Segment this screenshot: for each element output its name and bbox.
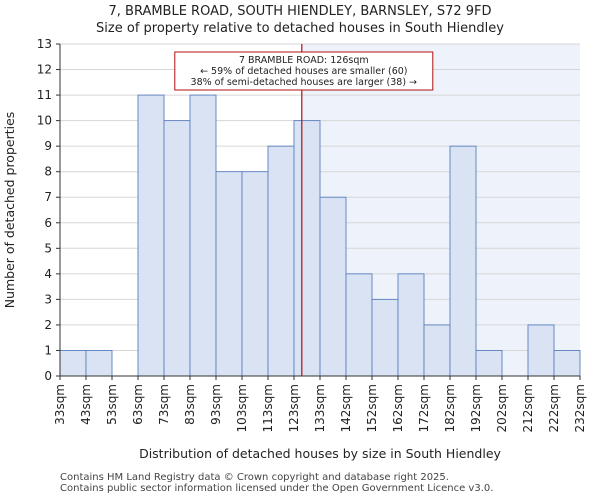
y-tick-label: 11 xyxy=(37,88,52,102)
annotation-line: 7 BRAMBLE ROAD: 126sqm xyxy=(239,55,369,66)
footer: Contains HM Land Registry data © Crown c… xyxy=(60,472,493,494)
y-tick-label: 10 xyxy=(37,114,52,128)
bar xyxy=(59,350,87,377)
bar xyxy=(293,120,321,377)
x-tick-label: 202sqm xyxy=(495,384,509,432)
y-tick-label: 3 xyxy=(44,292,52,306)
x-tick-label: 212sqm xyxy=(521,384,535,432)
chart-subtitle: Size of property relative to detached ho… xyxy=(96,21,504,36)
bar xyxy=(85,350,113,377)
annotation-line: ← 59% of detached houses are smaller (60… xyxy=(200,66,407,77)
annotation-box xyxy=(174,51,434,91)
x-tick-label: 63sqm xyxy=(131,384,145,425)
x-tick-label: 43sqm xyxy=(79,384,93,425)
x-tick-label: 192sqm xyxy=(469,384,483,432)
bar xyxy=(449,145,477,377)
x-tick-label: 113sqm xyxy=(261,384,275,432)
x-tick-label: 172sqm xyxy=(417,384,431,432)
y-tick-label: 12 xyxy=(37,63,52,77)
bar xyxy=(267,145,295,377)
x-tick-label: 83sqm xyxy=(183,384,197,425)
y-tick-label: 8 xyxy=(44,165,52,179)
x-tick-label: 162sqm xyxy=(391,384,405,432)
x-tick-label: 123sqm xyxy=(287,384,301,432)
y-tick-label: 5 xyxy=(44,241,52,255)
footer-line-1: Contains HM Land Registry data © Crown c… xyxy=(60,472,449,483)
bar xyxy=(345,273,373,377)
bar xyxy=(527,324,555,377)
x-tick-label: 93sqm xyxy=(209,384,223,425)
x-tick-label: 152sqm xyxy=(365,384,379,432)
y-tick-label: 4 xyxy=(44,267,52,281)
y-tick-label: 0 xyxy=(44,369,52,383)
x-tick-label: 222sqm xyxy=(547,384,561,432)
chart-title: 7, BRAMBLE ROAD, SOUTH HIENDLEY, BARNSLE… xyxy=(108,4,492,19)
x-tick-label: 182sqm xyxy=(443,384,457,432)
bar xyxy=(215,171,243,377)
bar xyxy=(423,324,451,377)
y-tick-label: 6 xyxy=(44,216,52,230)
x-tick-label: 53sqm xyxy=(105,384,119,425)
x-tick-label: 103sqm xyxy=(235,384,249,432)
bar xyxy=(475,350,503,377)
x-axis-label: Distribution of detached houses by size … xyxy=(139,446,501,461)
y-axis-label: Number of detached properties xyxy=(2,112,17,309)
bar xyxy=(163,120,191,377)
bar xyxy=(189,94,217,377)
bar xyxy=(137,94,165,377)
y-tick-label: 9 xyxy=(44,139,52,153)
x-tick-label: 232sqm xyxy=(573,384,587,432)
y-tick-label: 13 xyxy=(37,37,52,51)
chart-title-block: 7, BRAMBLE ROAD, SOUTH HIENDLEY, BARNSLE… xyxy=(0,3,600,37)
bar xyxy=(371,298,399,377)
y-tick-label: 1 xyxy=(44,343,52,357)
bar xyxy=(553,350,581,377)
x-tick-label: 133sqm xyxy=(313,384,327,432)
x-tick-label: 33sqm xyxy=(53,384,67,425)
bar xyxy=(319,196,347,377)
x-tick-label: 73sqm xyxy=(157,384,171,425)
y-tick-label: 7 xyxy=(44,190,52,204)
bar xyxy=(241,171,269,377)
y-tick-label: 2 xyxy=(44,318,52,332)
x-tick-label: 142sqm xyxy=(339,384,353,432)
bar xyxy=(397,273,425,377)
annotation-line: 38% of semi-detached houses are larger (… xyxy=(191,77,418,88)
footer-line-2: Contains public sector information licen… xyxy=(60,483,494,494)
